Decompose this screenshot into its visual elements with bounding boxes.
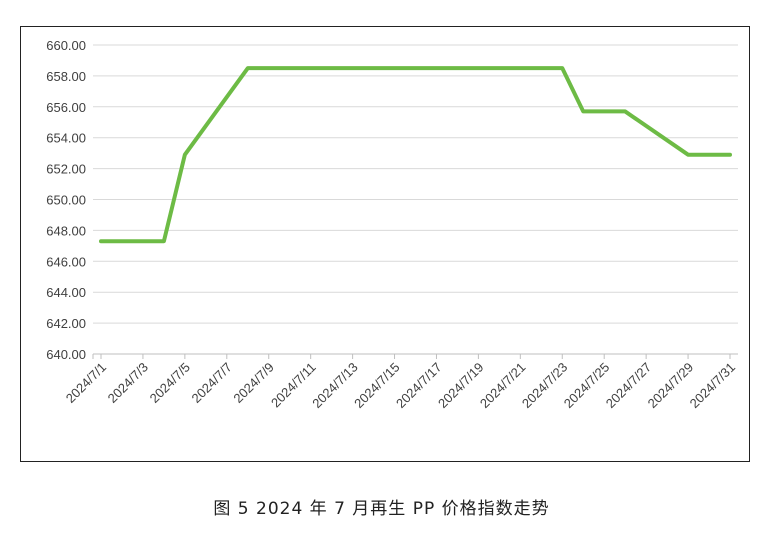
chart-frame: 640.00 642.00 644.00 646.00 648.00 650.00 652.… xyxy=(20,26,750,462)
y-tick-label: 656.00 xyxy=(46,100,86,115)
x-tick-label: 2024/7/1 xyxy=(63,360,109,406)
y-tick-label: 648.00 xyxy=(46,223,86,238)
series-line xyxy=(99,66,732,244)
y-tick-label: 660.00 xyxy=(46,38,86,53)
line-chart: 640.00 642.00 644.00 646.00 648.00 650.00 652.… xyxy=(46,38,739,412)
y-tick-label: 642.00 xyxy=(46,316,86,331)
y-tick-label: 654.00 xyxy=(46,131,86,146)
y-tick-label: 652.00 xyxy=(46,162,86,177)
y-tick-label: 640.00 xyxy=(46,347,86,362)
figure-caption: 图 5 2024 年 7 月再生 PP 价格指数走势 xyxy=(213,499,550,519)
x-tick-label: 2024/7/3 xyxy=(105,360,151,406)
x-tick-label: 2024/7/31 xyxy=(687,360,739,412)
y-tick-label: 646.00 xyxy=(46,254,86,269)
y-tick-label: 658.00 xyxy=(46,69,86,84)
y-tick-label: 650.00 xyxy=(46,193,86,208)
x-tick-label: 2024/7/7 xyxy=(189,360,235,406)
x-tick-label: 2024/7/5 xyxy=(147,360,193,406)
y-tick-label: 644.00 xyxy=(46,285,86,300)
